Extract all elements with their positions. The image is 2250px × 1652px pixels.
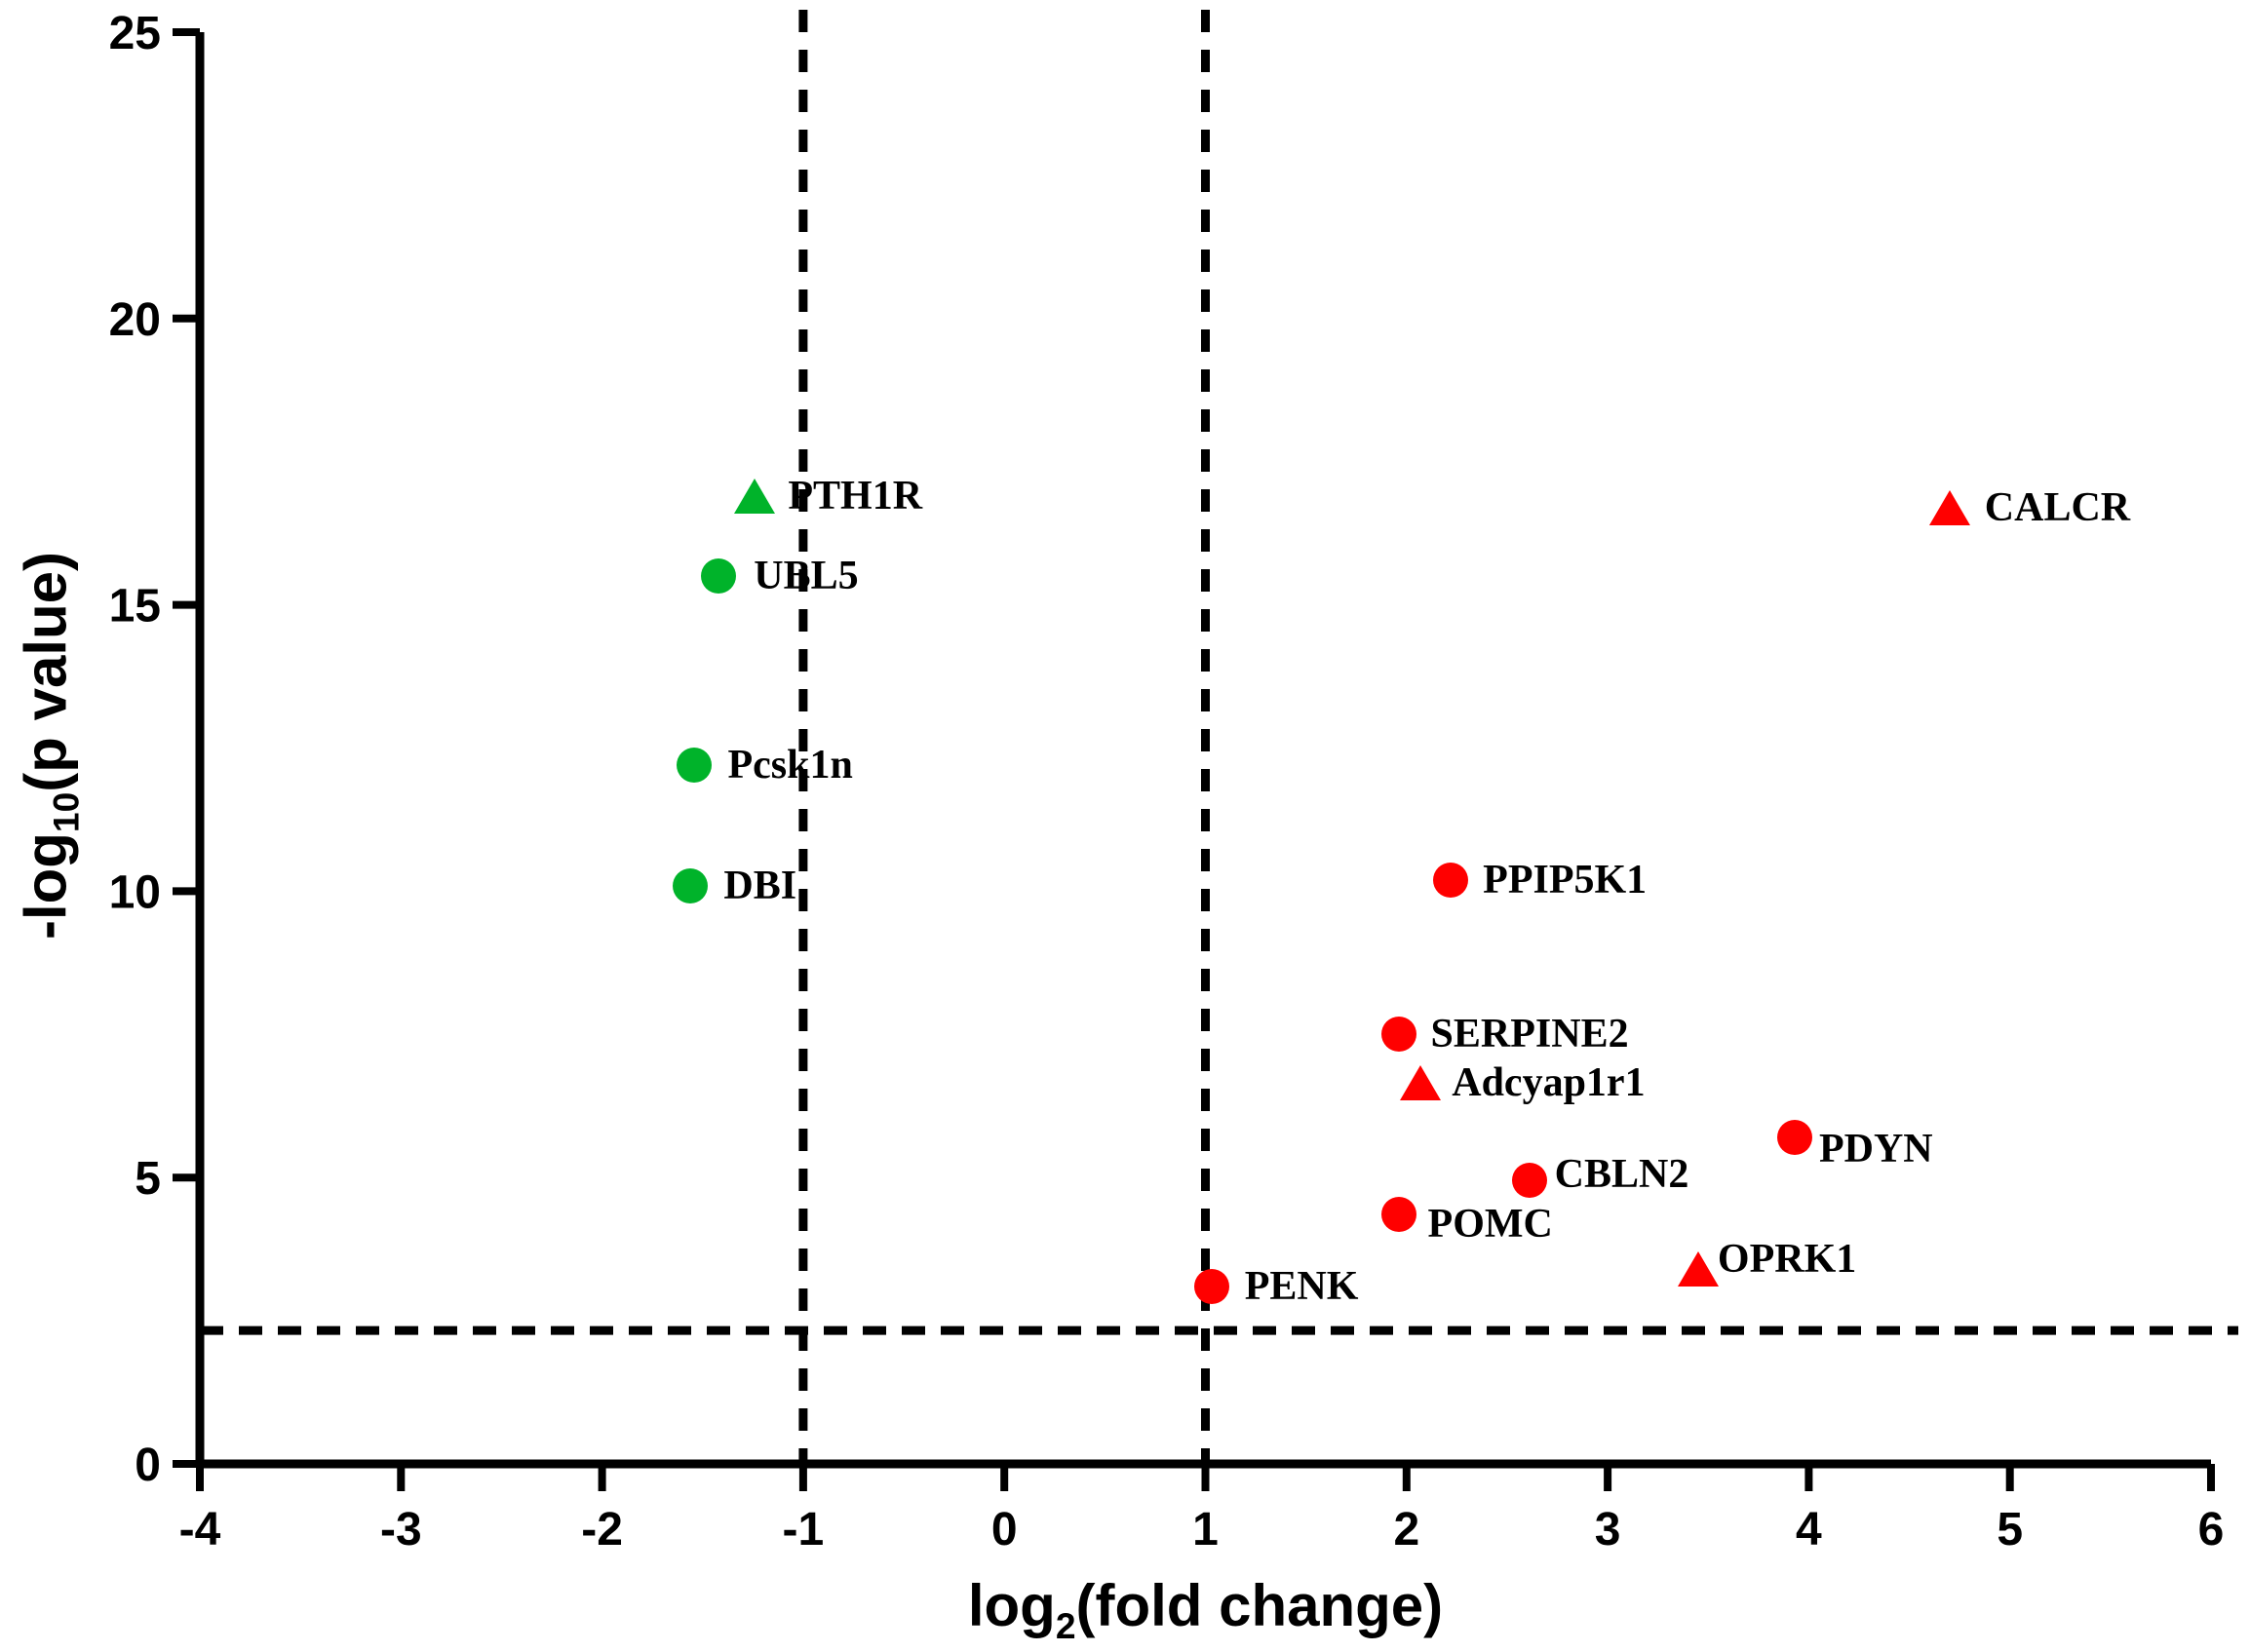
- y-tick-label: 20: [109, 294, 161, 346]
- point-PENK: [1193, 1268, 1229, 1304]
- point-PDYN: [1776, 1120, 1812, 1156]
- gene-label-PDYN: PDYN: [1818, 1127, 1933, 1172]
- x-tick-label: 3: [1595, 1504, 1621, 1556]
- x-tick-label: 5: [1997, 1504, 2023, 1556]
- gene-label-DBI: DBI: [723, 863, 797, 908]
- point-POMC: [1380, 1197, 1416, 1233]
- point-PTH1R: [734, 478, 776, 514]
- gene-label-CALCR: CALCR: [1984, 484, 2131, 530]
- point-CBLN2: [1511, 1163, 1547, 1199]
- y-tick-label: 5: [135, 1153, 161, 1205]
- point-CALCR: [1928, 489, 1970, 525]
- x-tick-label: -4: [179, 1504, 221, 1556]
- gene-label-Adcyap1r1: Adcyap1r1: [1452, 1060, 1646, 1106]
- gene-label-PTH1R: PTH1R: [788, 473, 923, 519]
- y-tick-label: 15: [109, 581, 161, 633]
- y-tick-label: 25: [109, 8, 161, 59]
- x-tick-label: -2: [581, 1504, 623, 1556]
- point-Adcyap1r1: [1400, 1065, 1442, 1101]
- x-tick-label: 6: [2198, 1504, 2225, 1556]
- point-DBI: [673, 867, 709, 903]
- gene-label-SERPINE2: SERPINE2: [1430, 1012, 1629, 1057]
- x-tick-label: -3: [380, 1504, 422, 1556]
- x-tick-label: 1: [1192, 1504, 1219, 1556]
- gene-label-CBLN2: CBLN2: [1554, 1152, 1689, 1198]
- point-SERPINE2: [1380, 1017, 1416, 1053]
- point-PPIP5K1: [1433, 862, 1469, 898]
- x-tick-label: 2: [1393, 1504, 1419, 1556]
- gene-label-UBL5: UBL5: [754, 554, 859, 599]
- gene-label-PENK: PENK: [1244, 1263, 1359, 1309]
- x-axis-title: log2(fold change): [967, 1573, 1444, 1647]
- gene-label-POMC: POMC: [1427, 1202, 1553, 1248]
- point-Pcsk1n: [677, 748, 713, 784]
- point-UBL5: [701, 558, 737, 595]
- y-axis-title: -log10(p value): [13, 551, 87, 941]
- gene-label-Pcsk1n: Pcsk1n: [727, 743, 853, 788]
- gene-label-PPIP5K1: PPIP5K1: [1483, 857, 1648, 903]
- x-tick-label: 4: [1796, 1504, 1822, 1556]
- x-tick-label: -1: [783, 1504, 825, 1556]
- y-tick-label: 0: [135, 1440, 161, 1491]
- point-OPRK1: [1677, 1251, 1719, 1287]
- x-tick-label: 0: [991, 1504, 1018, 1556]
- y-tick-label: 10: [109, 866, 161, 918]
- gene-label-OPRK1: OPRK1: [1717, 1237, 1857, 1283]
